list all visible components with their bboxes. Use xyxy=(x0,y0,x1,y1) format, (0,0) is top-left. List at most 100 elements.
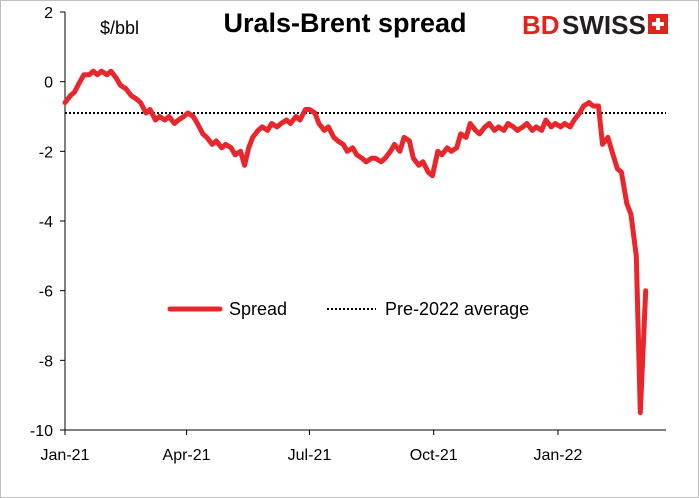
spread-point xyxy=(512,126,514,128)
spread-point xyxy=(494,129,495,131)
axes xyxy=(64,12,666,431)
spread-point xyxy=(639,412,641,414)
spread-point xyxy=(394,143,395,145)
y-tick-label: -8 xyxy=(39,353,53,370)
series-spread-line xyxy=(62,68,649,416)
spread-point xyxy=(365,161,367,163)
spread-point xyxy=(352,147,354,149)
spread-point xyxy=(516,129,518,131)
spread-point xyxy=(136,98,138,100)
spread-point xyxy=(173,123,175,124)
spread-point xyxy=(526,123,528,124)
spread-point xyxy=(465,136,467,138)
spread-point xyxy=(333,136,335,138)
spread-point xyxy=(469,123,471,124)
spread-point xyxy=(431,175,433,177)
spread-point xyxy=(484,126,486,128)
x-tick-label: Jan-21 xyxy=(41,447,90,464)
spread-point xyxy=(119,84,121,86)
spread-point xyxy=(248,147,250,149)
x-tick-label: Jan-22 xyxy=(533,447,582,464)
spread-point xyxy=(412,157,414,159)
spread-point xyxy=(96,74,98,76)
spread-point xyxy=(314,112,316,114)
spread-point xyxy=(261,126,263,128)
spread-point xyxy=(507,123,509,124)
spread-point xyxy=(630,213,632,215)
spread-point xyxy=(240,150,242,152)
spread-point xyxy=(488,123,490,124)
spread-point xyxy=(408,140,410,142)
svg-text:BD: BD xyxy=(522,10,560,38)
spread-point xyxy=(115,77,117,79)
spread-point xyxy=(475,129,477,131)
spread-point xyxy=(598,105,599,107)
spread-point xyxy=(384,157,386,159)
spread-point xyxy=(560,126,562,128)
spread-point xyxy=(588,102,590,104)
spread-point xyxy=(403,136,405,138)
spread-point xyxy=(168,116,170,117)
y-tick-label: 2 xyxy=(44,5,53,22)
spread-point xyxy=(183,116,185,117)
legend-spread-label: Spread xyxy=(229,299,287,319)
spread-point xyxy=(427,171,429,173)
spread-point xyxy=(149,109,151,110)
y-axis-ticks: 2 0 -2 -4 -6 -8 -10 xyxy=(30,5,65,440)
spread-point xyxy=(74,91,75,93)
spread-point xyxy=(140,102,142,104)
spread-point xyxy=(230,147,232,149)
spread-point xyxy=(583,105,585,107)
spread-point xyxy=(304,109,306,110)
x-tick-label: Oct-21 xyxy=(410,447,458,464)
spread-point xyxy=(380,161,382,163)
spread-point xyxy=(541,129,543,131)
spread-point xyxy=(83,74,85,76)
spread-point xyxy=(611,150,613,152)
spread-point xyxy=(257,129,259,131)
spread-point xyxy=(234,154,236,156)
spread-point xyxy=(318,123,320,124)
spread-point xyxy=(271,123,273,124)
chart-title: Urals-Brent spread xyxy=(223,8,467,38)
spread-point xyxy=(267,129,269,131)
spread-point xyxy=(64,102,66,104)
spread-point xyxy=(177,119,179,121)
spread-point xyxy=(460,133,462,135)
spread-point xyxy=(592,105,594,107)
spread-point xyxy=(225,143,227,145)
spread-point xyxy=(573,119,575,121)
spread-point xyxy=(323,129,325,131)
spread-point xyxy=(602,143,603,145)
spread-point xyxy=(309,109,310,110)
x-axis-ticks: Jan-21 Apr-21 Jul-21 Oct-21 Jan-22 xyxy=(41,430,583,464)
spread-point xyxy=(564,123,566,124)
spread-point xyxy=(342,143,344,145)
spread-point xyxy=(130,95,132,97)
spread-point xyxy=(441,154,443,156)
spread-point xyxy=(337,140,339,142)
spread-point xyxy=(69,95,71,97)
spread-point xyxy=(371,157,373,159)
y-tick-label: -6 xyxy=(39,284,53,301)
spread-point xyxy=(101,70,102,72)
spread-point xyxy=(346,150,348,152)
svg-text:SWISS: SWISS xyxy=(562,10,646,38)
spread-point xyxy=(418,164,420,166)
legend-average-label: Pre-2022 average xyxy=(385,299,529,319)
spread-point xyxy=(498,126,499,128)
spread-point xyxy=(164,119,166,121)
spread-point xyxy=(202,133,204,135)
spread-point xyxy=(479,133,481,135)
spread-point xyxy=(550,126,552,128)
bdswiss-logo-graphic: BD SWISS xyxy=(522,10,668,40)
spread-point xyxy=(626,203,628,205)
bdswiss-logo: BD SWISS xyxy=(522,10,694,40)
spread-point xyxy=(196,123,198,124)
spread-point xyxy=(187,112,189,114)
spread-point xyxy=(192,116,194,117)
spread-point xyxy=(215,140,217,142)
y-tick-label: -2 xyxy=(39,144,53,161)
spread-point xyxy=(92,70,94,72)
